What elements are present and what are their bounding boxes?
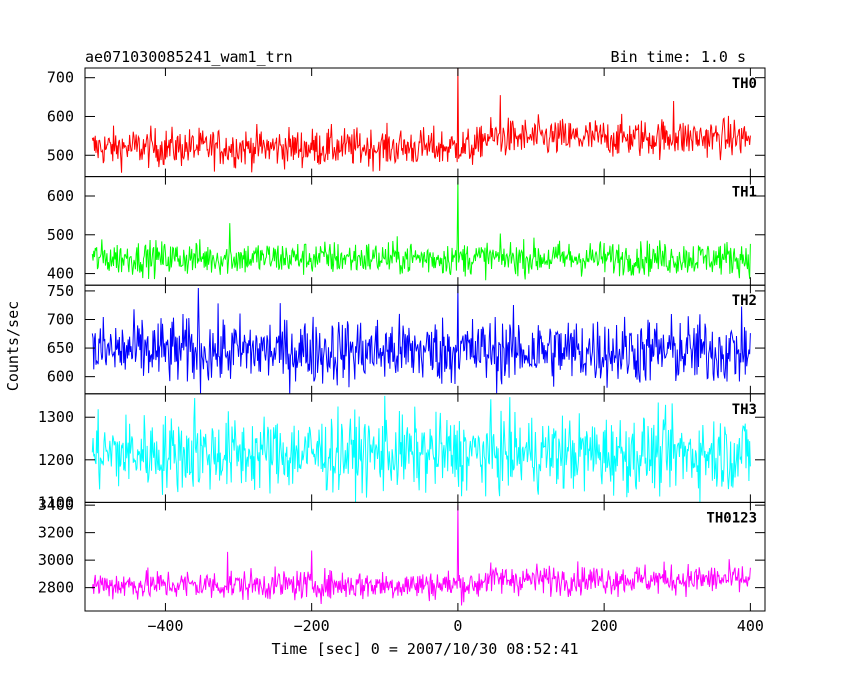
chart-subtitle: Bin time: 1.0 s (611, 48, 746, 66)
y-axis-label: Counts/sec (4, 301, 22, 391)
series-name-th1: TH1 (732, 185, 757, 201)
series-line-th3 (91, 395, 751, 503)
x-tick-label: −200 (294, 617, 330, 635)
series-name-th0123: TH0123 (706, 510, 757, 526)
y-tick-label: 700 (47, 69, 74, 87)
y-tick-label: 600 (47, 107, 74, 125)
y-tick-label: 600 (47, 368, 74, 386)
panel-frame (84, 501, 766, 612)
panel-th3: 1100 1200 1300 TH3 (38, 393, 766, 511)
x-axis-label: Time [sec] 0 = 2007/10/30 08:52:41 (271, 640, 578, 658)
x-tick-label: −400 (147, 617, 183, 635)
x-tick-label: 400 (737, 617, 764, 635)
series-line-th2 (91, 285, 751, 394)
y-tick-label: 1200 (38, 451, 74, 469)
y-tick-label: 2800 (38, 579, 74, 597)
series-line-th1 (91, 178, 751, 281)
y-tick-label: 1300 (38, 408, 74, 426)
y-tick-label: 400 (47, 265, 74, 283)
y-tick-label: 650 (47, 339, 74, 357)
y-tick-label: 3200 (38, 524, 74, 542)
series-line-th0 (91, 67, 751, 173)
panel-th1: 400 500 600 TH1 (47, 176, 766, 286)
series-name-th3: TH3 (732, 402, 757, 418)
series-name-th2: TH2 (732, 293, 757, 309)
chart-title: ae071030085241_wam1_trn (85, 48, 293, 66)
y-tick-label: 700 (47, 310, 74, 328)
y-tick-label: 750 (47, 282, 74, 300)
panels: 500 600 700 TH0 400 500 600 TH1 600 650 700 750 TH2 1… (38, 67, 766, 635)
y-tick-label: 1100 (38, 493, 74, 511)
y-tick-label: 3000 (38, 551, 74, 569)
y-tick-label: 3400 (38, 496, 74, 514)
panel-th0123: 2800 3000 3200 3400 TH0123 −400 −200 0 200 400 (38, 496, 766, 635)
series-name-th0: TH0 (732, 76, 757, 92)
x-tick-label: 200 (591, 617, 618, 635)
panel-th0: 500 600 700 TH0 (47, 67, 766, 178)
y-tick-label: 500 (47, 226, 74, 244)
panel-th2: 600 650 700 750 TH2 (47, 282, 766, 395)
x-tick-label: 0 (453, 617, 462, 635)
y-tick-label: 500 (47, 146, 74, 164)
series-line-th0123 (91, 505, 751, 606)
y-tick-label: 600 (47, 187, 74, 205)
